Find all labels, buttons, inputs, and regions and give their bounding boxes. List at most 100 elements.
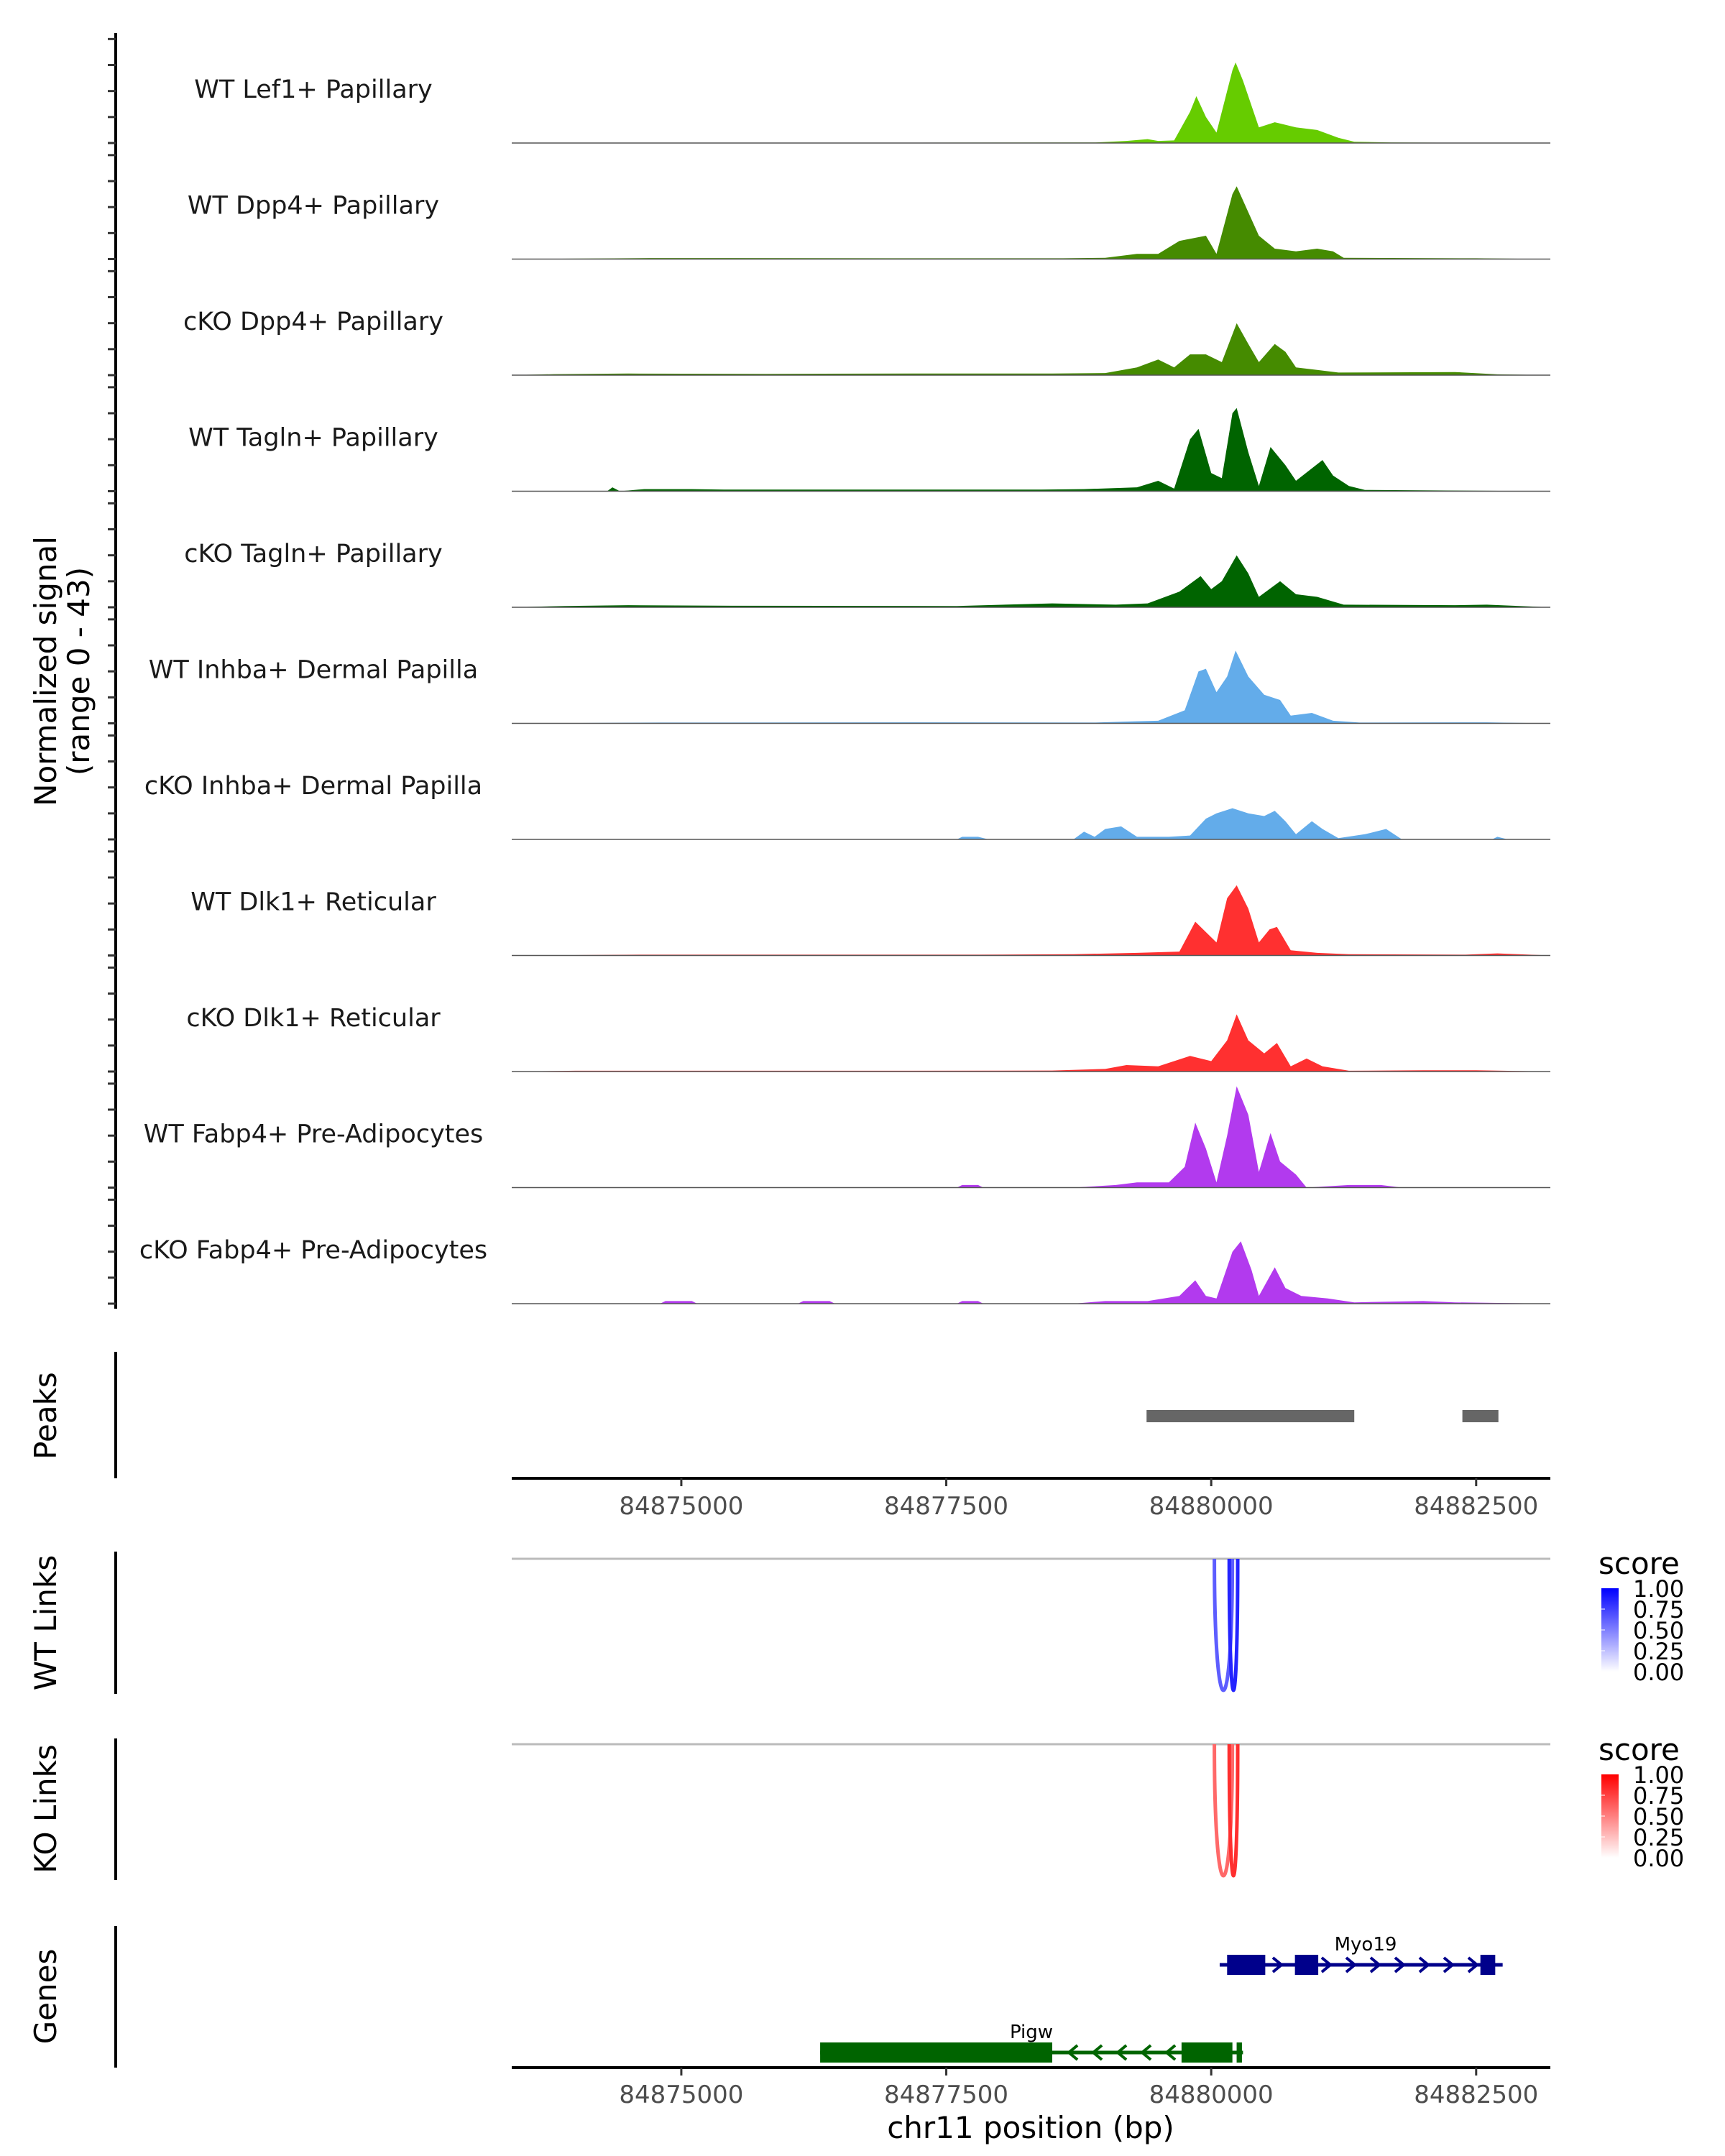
track-label: cKO Tagln+ Papillary — [184, 540, 443, 568]
strand-arrow-icon — [1139, 2044, 1152, 2061]
gene-exon — [1480, 1955, 1496, 1975]
strand-arrow-icon — [1345, 1956, 1358, 1973]
gene-exon — [1294, 1955, 1319, 1975]
legend-label: 0.00 — [1633, 1845, 1684, 1872]
x-tick-label: 84882500 — [1414, 2081, 1538, 2109]
coverage-area — [512, 62, 1550, 143]
peak-bar — [1146, 1410, 1355, 1422]
peak-bar — [1462, 1410, 1499, 1422]
strand-arrow-icon — [1467, 1956, 1480, 1973]
track-label: cKO Inhba+ Dermal Papilla — [144, 772, 482, 801]
gene-exon — [1227, 1955, 1266, 1975]
y-axis-title: Normalized signal (range 0 - 43) — [28, 536, 96, 806]
coverage-track: cKO Dlk1+ Reticular — [108, 966, 1550, 1073]
track-label: WT Fabp4+ Pre-Adipocytes — [144, 1120, 483, 1149]
strand-arrow-icon — [1443, 1956, 1455, 1973]
strand-arrow-icon — [1115, 2044, 1128, 2061]
coverage-track: cKO Inhba+ Dermal Papilla — [108, 734, 1550, 841]
coverage-area — [512, 1014, 1550, 1072]
y-axis-title-line1: Normalized signal — [28, 536, 63, 806]
track-label: WT Lef1+ Papillary — [194, 75, 433, 104]
x-tick-label: 84875000 — [619, 1492, 743, 1521]
legend-label: 0.25 — [1633, 1824, 1684, 1851]
track-label: WT Dlk1+ Reticular — [190, 888, 436, 917]
legend-label: 0.75 — [1633, 1782, 1684, 1810]
x-tick-label: 84877500 — [884, 1492, 1008, 1521]
coverage-track: WT Inhba+ Dermal Papilla — [108, 618, 1550, 724]
track-label: cKO Dpp4+ Papillary — [183, 308, 443, 336]
strand-arrow-icon — [1418, 1956, 1431, 1973]
strand-arrow-icon — [1066, 2044, 1079, 2061]
links-track — [512, 1557, 1550, 1692]
legend-title: score — [1598, 1546, 1680, 1581]
links-tracks — [512, 1557, 1550, 1878]
x-tick-label: 84877500 — [884, 2081, 1008, 2109]
gene-exon — [1236, 2042, 1242, 2063]
track-label: cKO Fabp4+ Pre-Adipocytes — [139, 1236, 487, 1265]
x-tick-label: 84880000 — [1149, 2081, 1274, 2109]
coverage-area — [512, 808, 1550, 839]
coverage-area — [512, 323, 1550, 375]
link-arc — [1227, 1743, 1240, 1878]
peaks-track-label: Peaks — [28, 1372, 63, 1460]
score-legends: score1.000.750.500.250.00score1.000.750.… — [1598, 1546, 1684, 1872]
x-axis-title: chr11 position (bp) — [887, 2110, 1174, 2145]
legend-label: 0.00 — [1633, 1659, 1684, 1686]
strand-arrow-icon — [1164, 2044, 1177, 2061]
coverage-area — [512, 186, 1550, 259]
legend-label: 0.50 — [1633, 1617, 1684, 1644]
gene-model: Pigw — [820, 2022, 1243, 2063]
genes-track: Myo19 Pigw — [820, 1934, 1503, 2063]
coverage-area — [512, 1241, 1550, 1304]
coverage-track: cKO Fabp4+ Pre-Adipocytes — [108, 1198, 1550, 1305]
strand-arrow-icon — [1271, 1956, 1284, 1973]
strand-arrow-icon — [1320, 1956, 1333, 1973]
gene-model: Myo19 — [1219, 1934, 1503, 1975]
gene-exon — [820, 2042, 1052, 2063]
coverage-track: WT Lef1+ Papillary — [108, 37, 1550, 144]
coverage-area — [512, 650, 1550, 724]
strand-arrow-icon — [1394, 1956, 1407, 1973]
x-tick-label: 84875000 — [619, 2081, 743, 2109]
coverage-track: WT Dlk1+ Reticular — [108, 850, 1550, 957]
legend-label: 1.00 — [1633, 1761, 1684, 1789]
track-label: cKO Dlk1+ Reticular — [186, 1004, 441, 1033]
link-arc — [1213, 1558, 1235, 1692]
legend-label: 1.00 — [1633, 1575, 1684, 1603]
coverage-track: WT Dpp4+ Papillary — [108, 154, 1550, 260]
x-tick-label: 84880000 — [1149, 1492, 1274, 1521]
strand-arrow-icon — [1090, 2044, 1103, 2061]
genes-track-label: Genes — [28, 1949, 63, 2045]
link-arc — [1227, 1558, 1240, 1692]
y-axis-title-line2: (range 0 - 43) — [61, 567, 96, 775]
coverage-track: cKO Dpp4+ Papillary — [108, 270, 1550, 377]
gene-name: Myo19 — [1335, 1934, 1397, 1955]
coverage-area — [512, 407, 1550, 492]
legend-label: 0.75 — [1633, 1596, 1684, 1623]
coverage-area — [512, 885, 1550, 956]
gene-name: Pigw — [1010, 2022, 1053, 2043]
track-label: WT Dpp4+ Papillary — [188, 192, 439, 221]
legend-title: score — [1598, 1732, 1680, 1767]
coverage-area — [512, 1086, 1550, 1188]
x-tick-label: 84882500 — [1414, 1492, 1538, 1521]
coverage-track: WT Fabp4+ Pre-Adipocytes — [108, 1082, 1550, 1189]
ko-links-track-label: KO Links — [28, 1744, 63, 1874]
track-label: WT Inhba+ Dermal Papilla — [149, 656, 478, 685]
coverage-track: cKO Tagln+ Papillary — [108, 502, 1550, 609]
gene-exon — [1181, 2042, 1233, 2063]
coverage-tracks: WT Lef1+ Papillary WT Dpp4+ Papillary cKO … — [108, 37, 1550, 1305]
links-track — [512, 1743, 1550, 1878]
x-axis-bottom: 84875000 84877500 84880000 84882500 — [512, 2066, 1550, 2109]
legend-label: 0.25 — [1633, 1638, 1684, 1665]
link-arc — [1213, 1743, 1235, 1878]
coverage-track: WT Tagln+ Papillary — [108, 386, 1550, 492]
track-label: WT Tagln+ Papillary — [188, 424, 438, 453]
x-axis-top: 84875000 84877500 84880000 84882500 — [512, 1477, 1550, 1521]
wt-links-track-label: WT Links — [28, 1555, 63, 1690]
legend-label: 0.50 — [1633, 1803, 1684, 1830]
strand-arrow-icon — [1369, 1956, 1382, 1973]
